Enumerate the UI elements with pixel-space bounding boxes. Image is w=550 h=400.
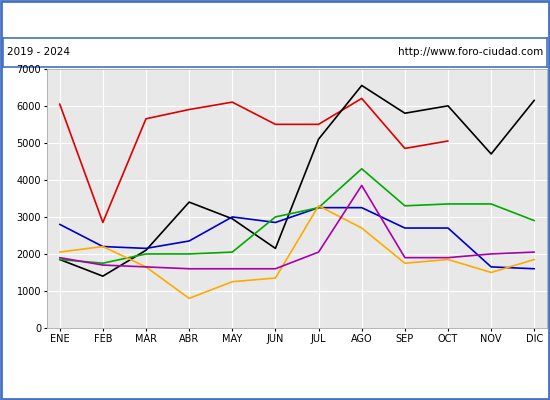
Text: Evolucion Nº Turistas Extranjeros en el municipio de Valencia de Alcántara: Evolucion Nº Turistas Extranjeros en el … (13, 12, 537, 25)
Text: http://www.foro-ciudad.com: http://www.foro-ciudad.com (398, 47, 543, 57)
Text: 2019 - 2024: 2019 - 2024 (7, 47, 70, 57)
